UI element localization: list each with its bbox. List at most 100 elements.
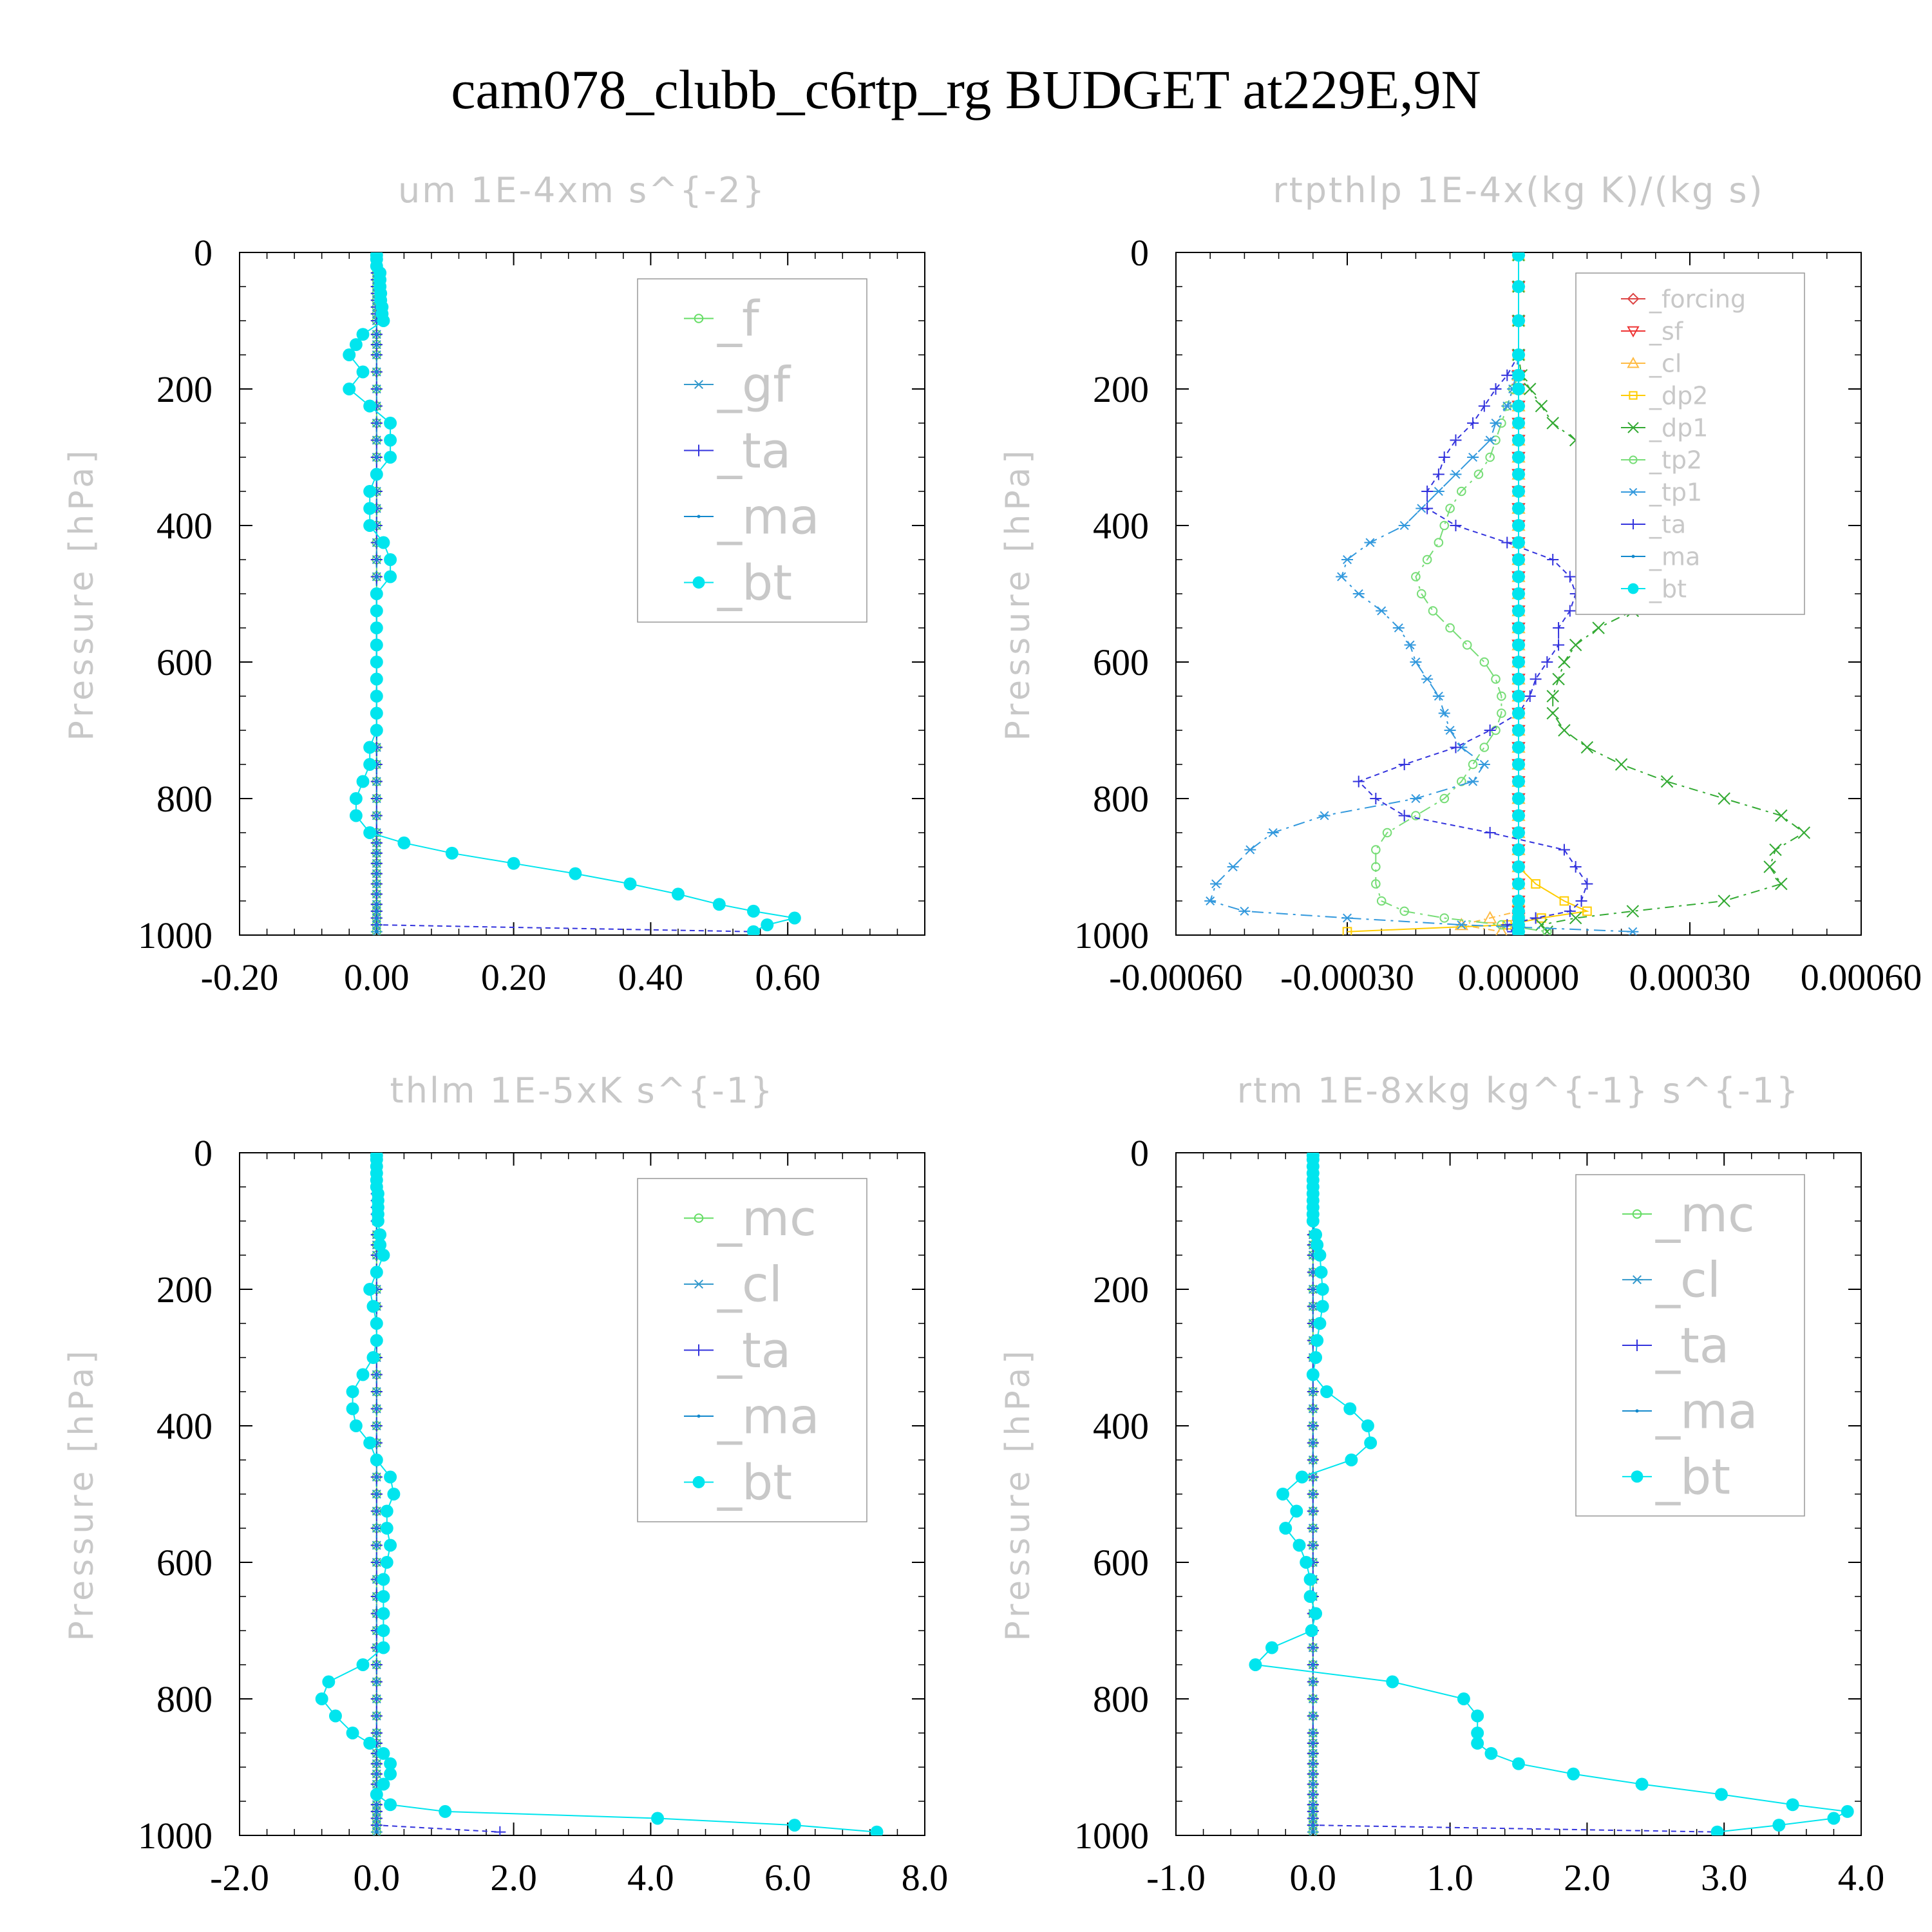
legend-marker — [1628, 488, 1638, 497]
point_bt — [363, 1736, 377, 1750]
point_ma — [375, 1526, 379, 1530]
point_tp1 — [1210, 879, 1222, 889]
point_tp1 — [1444, 725, 1456, 735]
legend-marker — [693, 379, 705, 390]
point_tp2 — [1491, 674, 1501, 684]
point_ta — [1484, 724, 1496, 736]
point_ma — [375, 882, 379, 886]
y-tick-label: 1000 — [138, 1815, 213, 1857]
point_bt — [384, 417, 397, 430]
y-tick-label: 800 — [156, 1678, 213, 1720]
legend-marker — [1632, 1209, 1642, 1219]
x-tick-label: -1.0 — [1146, 1857, 1206, 1899]
point_dp2 — [1559, 896, 1569, 906]
point_ma — [375, 780, 379, 783]
point_ma — [375, 1407, 379, 1410]
point_bt — [370, 706, 383, 720]
point_bt — [370, 1788, 383, 1801]
panel-2: rtpthlp 1E-4x(kg K)/(kg s) 0 200 400 600 800 1… — [999, 170, 1922, 998]
point_bt — [370, 621, 383, 634]
x-tick-label: 2.0 — [1564, 1857, 1611, 1899]
plot-area — [315, 1153, 884, 1835]
point_tp1 — [1490, 418, 1502, 428]
point_dp1 — [1580, 741, 1594, 754]
point_bt — [374, 1228, 387, 1242]
y-tick-label: 1000 — [138, 914, 213, 956]
point_tp1 — [1432, 486, 1444, 497]
x-tick-label: 2.0 — [490, 1857, 537, 1899]
point_bt — [377, 1590, 390, 1603]
point_bt — [377, 1747, 390, 1760]
figure-title: cam078_clubb_c6rtp_rg BUDGET at229E,9N — [451, 59, 1481, 120]
point_ta — [1352, 775, 1365, 788]
y-tick-label: 200 — [156, 1269, 213, 1311]
point_ma — [375, 1680, 379, 1683]
point_ta — [1421, 486, 1434, 497]
point_ma — [1311, 1407, 1315, 1410]
point_dp1 — [1660, 775, 1674, 788]
point_bt — [1512, 758, 1525, 771]
point_bt — [1457, 1692, 1470, 1705]
point_bt — [397, 836, 411, 849]
legend-marker — [1628, 519, 1638, 529]
point_bt — [1512, 826, 1525, 839]
panel-title: thlm 1E-5xK s^{-1} — [390, 1070, 775, 1111]
point_ma — [1311, 1792, 1315, 1796]
point_bt — [1512, 252, 1525, 262]
point_bt — [370, 724, 383, 737]
point_bt — [1512, 706, 1525, 720]
point_bt — [356, 365, 370, 379]
y-tick-label: 1000 — [1074, 1815, 1149, 1857]
point_bt — [1265, 1641, 1278, 1654]
panel-title: rtm 1E-8xkg kg^{-1} s^{-1} — [1237, 1070, 1801, 1111]
point_ma — [1311, 1390, 1315, 1394]
x-tick-label: 0.00 — [344, 956, 410, 998]
legend-marker — [693, 1279, 705, 1289]
point_bt — [788, 1819, 801, 1832]
legend-label: _bt — [1655, 1448, 1730, 1505]
legend-label: _gf — [717, 356, 791, 413]
legend-label: _ma — [1649, 542, 1700, 571]
point_bt — [1512, 656, 1525, 668]
point_ma — [375, 421, 379, 425]
legend-marker — [692, 576, 705, 589]
point_bt — [370, 587, 383, 600]
point_ma — [375, 1560, 379, 1564]
point_cl — [1495, 924, 1508, 935]
legend-label: _cl — [1655, 1251, 1721, 1309]
point_bt — [1313, 1317, 1327, 1330]
point_bt — [370, 690, 383, 703]
point_bt — [1714, 1788, 1728, 1801]
y-tick-label: 800 — [1093, 1678, 1149, 1720]
point_dp1 — [1535, 399, 1548, 413]
legend-label: _bt — [717, 554, 792, 611]
point_bt — [1512, 280, 1525, 293]
legend-box — [1575, 1174, 1805, 1517]
point_ma — [1311, 1783, 1315, 1786]
x-tick-label: 0.00000 — [1458, 956, 1580, 998]
point_bt — [747, 925, 760, 935]
point_bt — [377, 1641, 390, 1654]
point_bt — [377, 1624, 390, 1637]
legend-marker — [697, 515, 701, 518]
plot-area — [343, 252, 801, 935]
y-tick-label: 200 — [1093, 1269, 1149, 1311]
point_bt — [712, 898, 726, 911]
point_bt — [380, 1522, 393, 1535]
legend-marker — [692, 1476, 705, 1488]
series_dp2 — [1342, 252, 1592, 935]
point_ma — [1311, 1492, 1315, 1496]
point_bt — [1841, 1804, 1854, 1818]
y-tick-label: 0 — [1130, 232, 1149, 274]
point_tp1 — [1467, 452, 1479, 462]
point_tp2 — [1473, 469, 1484, 479]
point_ma — [375, 387, 379, 391]
point_bt — [1512, 399, 1525, 413]
point_ta — [1450, 434, 1462, 446]
point_tp2 — [1416, 589, 1426, 599]
point_ta — [1564, 605, 1576, 617]
point_bt — [761, 918, 774, 932]
point_bt — [380, 1556, 393, 1569]
panel-title: um 1E-4xm s^{-2} — [398, 170, 766, 211]
legend-marker — [1627, 422, 1639, 433]
